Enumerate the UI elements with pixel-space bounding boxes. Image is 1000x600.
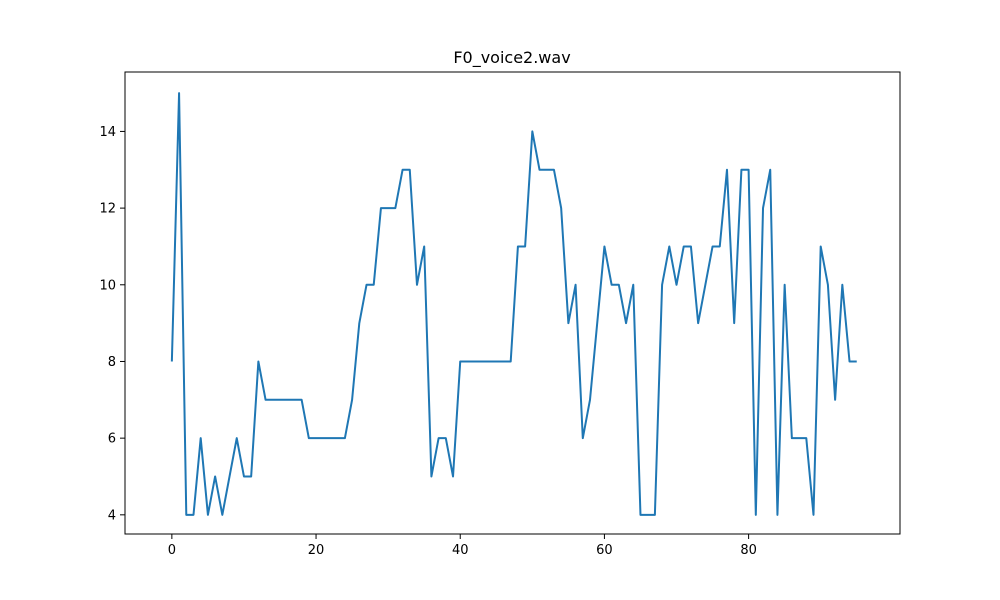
- y-tick-label: 10: [99, 278, 116, 293]
- y-tick-label: 8: [108, 355, 116, 370]
- x-tick-label: 80: [740, 543, 757, 558]
- x-tick-label: 60: [596, 543, 613, 558]
- plot-frame: [124, 71, 901, 535]
- x-tick-label: 0: [168, 543, 176, 558]
- x-tick-label: 20: [308, 543, 325, 558]
- x-tick-label: 40: [452, 543, 469, 558]
- y-tick-label: 14: [99, 125, 116, 140]
- chart-title: F0_voice2.wav: [453, 48, 570, 68]
- plot-area: [170, 92, 857, 516]
- y-tick-label: 12: [99, 202, 116, 217]
- x-axis: 0 20 40 60 80: [168, 534, 757, 558]
- y-axis: 4 6 8 10 12 14: [99, 125, 125, 523]
- y-tick-label: 6: [108, 432, 116, 447]
- series-line-0: [170, 92, 857, 516]
- y-tick-label: 4: [108, 508, 116, 523]
